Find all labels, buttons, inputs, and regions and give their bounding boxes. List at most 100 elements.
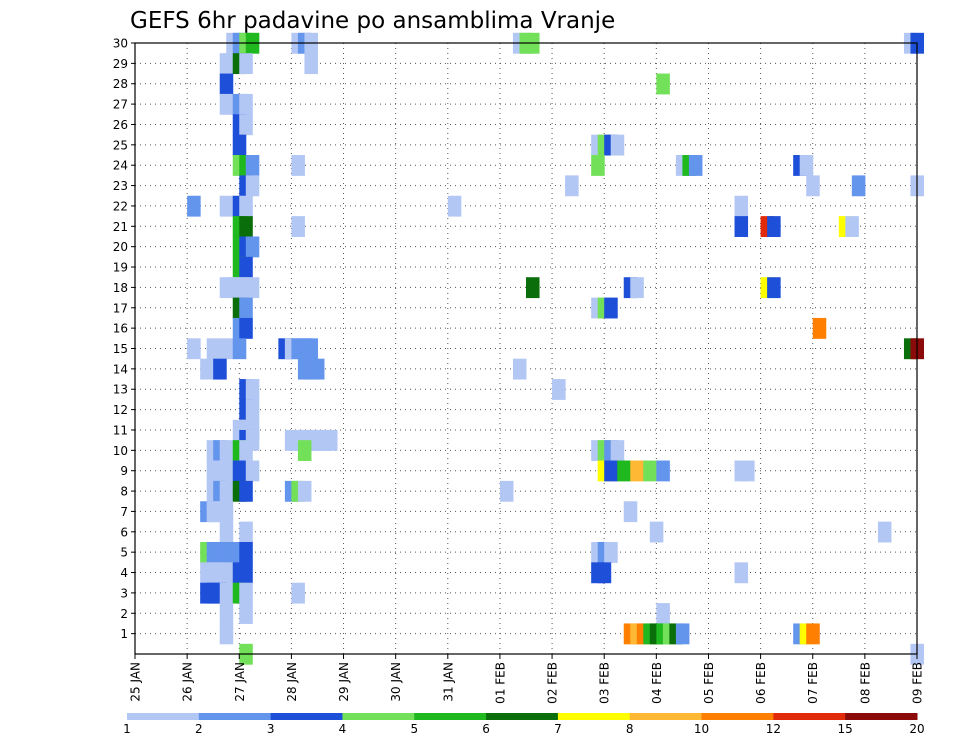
colorbar-swatch <box>270 713 343 720</box>
heatmap-cell <box>617 460 631 482</box>
heatmap-cell <box>219 562 234 584</box>
y-tick-label: 15 <box>113 342 128 356</box>
y-tick-label: 26 <box>113 118 128 132</box>
y-tick-label: 4 <box>120 566 128 580</box>
heatmap-cell <box>245 399 260 421</box>
colorbar-swatch <box>773 713 846 720</box>
colorbar-swatch <box>414 713 487 720</box>
y-tick-label: 25 <box>113 138 128 152</box>
heatmap-cell <box>310 358 325 380</box>
y-tick-label: 24 <box>113 159 128 173</box>
y-axis-ticks: 1234567891011121314151617181920212223242… <box>113 37 135 641</box>
heatmap-cell <box>304 53 318 75</box>
heatmap-cell <box>239 256 253 278</box>
heatmap-cell <box>741 460 755 482</box>
colorbar-label: 6 <box>482 722 490 736</box>
heatmap-cell <box>219 73 234 95</box>
heatmap-cell <box>604 541 618 563</box>
colorbar-swatch <box>127 713 200 720</box>
y-tick-label: 10 <box>113 444 128 458</box>
heatmap-cell <box>447 195 462 217</box>
heatmap-cell <box>552 379 566 400</box>
heatmap-cell <box>187 195 201 217</box>
heatmap-cell <box>565 175 579 197</box>
heatmap-cell <box>610 134 625 156</box>
heatmap-cell <box>291 155 305 176</box>
heatmap-cell <box>245 460 260 482</box>
y-tick-label: 9 <box>120 464 128 478</box>
heatmap-cell <box>232 338 247 360</box>
heatmap-cell <box>206 338 221 360</box>
heatmap-cell <box>630 460 644 482</box>
y-tick-label: 3 <box>120 586 128 600</box>
heatmap-cell <box>232 134 247 156</box>
y-tick-label: 2 <box>120 607 128 621</box>
heatmap-cell <box>604 297 618 319</box>
colorbar-swatch <box>198 713 272 720</box>
heatmap-cell <box>597 562 612 584</box>
y-tick-label: 16 <box>113 322 128 336</box>
heatmap-cell <box>767 216 781 237</box>
heatmap-cell <box>219 521 234 543</box>
heatmap-cell <box>591 155 605 176</box>
heatmap-cell <box>526 277 540 299</box>
y-tick-label: 7 <box>120 505 128 519</box>
cells <box>187 32 925 665</box>
heatmap-cell <box>604 460 618 482</box>
y-tick-label: 5 <box>120 546 128 560</box>
heatmap-cell <box>304 338 318 360</box>
colorbar-swatch <box>701 713 774 720</box>
colorbar-label: 15 <box>838 722 853 736</box>
heatmap-cell <box>239 480 253 502</box>
heatmap-cell <box>219 480 234 502</box>
heatmap-cell <box>219 501 234 523</box>
heatmap-cell <box>812 317 827 339</box>
colorbar-label: 2 <box>195 722 203 736</box>
heatmap-cell <box>845 216 859 237</box>
heatmap-cell <box>734 562 749 584</box>
heatmap-cell <box>806 175 820 197</box>
y-tick-label: 17 <box>113 301 128 315</box>
y-tick-label: 30 <box>113 37 128 51</box>
heatmap-cell <box>239 216 253 237</box>
heatmap-cell <box>200 358 214 380</box>
heatmap-cell <box>767 277 781 299</box>
y-tick-label: 1 <box>120 627 128 641</box>
y-tick-label: 21 <box>113 220 128 234</box>
y-tick-label: 29 <box>113 57 128 71</box>
heatmap-cell <box>734 216 749 237</box>
heatmap-cell <box>630 277 644 299</box>
heatmap-cell <box>643 460 657 482</box>
heatmap-cell <box>219 93 234 115</box>
y-tick-label: 23 <box>113 179 128 193</box>
y-tick-label: 8 <box>120 485 128 499</box>
x-tick-label: 07 FEB <box>806 662 820 704</box>
heatmap-cell <box>239 541 253 563</box>
heatmap-cell <box>512 358 527 380</box>
x-tick-label: 25 JAN <box>129 662 143 702</box>
heatmap-cell <box>799 155 814 176</box>
heatmap-cell <box>245 277 260 299</box>
y-tick-label: 18 <box>113 281 128 295</box>
heatmap-cell <box>239 297 253 319</box>
heatmap-cell <box>610 440 625 462</box>
y-tick-label: 19 <box>113 261 128 275</box>
y-tick-label: 28 <box>113 77 128 91</box>
colorbar-label: 1 <box>123 722 131 736</box>
x-tick-label: 08 FEB <box>858 662 872 704</box>
heatmap-cell <box>675 623 690 645</box>
chart-title: GEFS 6hr padavine po ansamblima Vranje <box>130 8 615 34</box>
y-tick-label: 11 <box>113 423 128 437</box>
heatmap-cell <box>219 440 234 462</box>
heatmap-cell <box>239 93 253 115</box>
colorbar-label: 3 <box>267 722 275 736</box>
heatmap-cell <box>239 114 253 136</box>
heatmap-cell <box>245 175 260 197</box>
heatmap-cell <box>219 338 234 360</box>
y-tick-label: 13 <box>113 383 128 397</box>
x-tick-label: 02 FEB <box>546 662 560 704</box>
heatmap-cell <box>656 73 670 95</box>
heatmap-cell <box>219 582 234 604</box>
heatmap-cell <box>656 603 670 624</box>
heatmap-cell <box>219 53 234 75</box>
